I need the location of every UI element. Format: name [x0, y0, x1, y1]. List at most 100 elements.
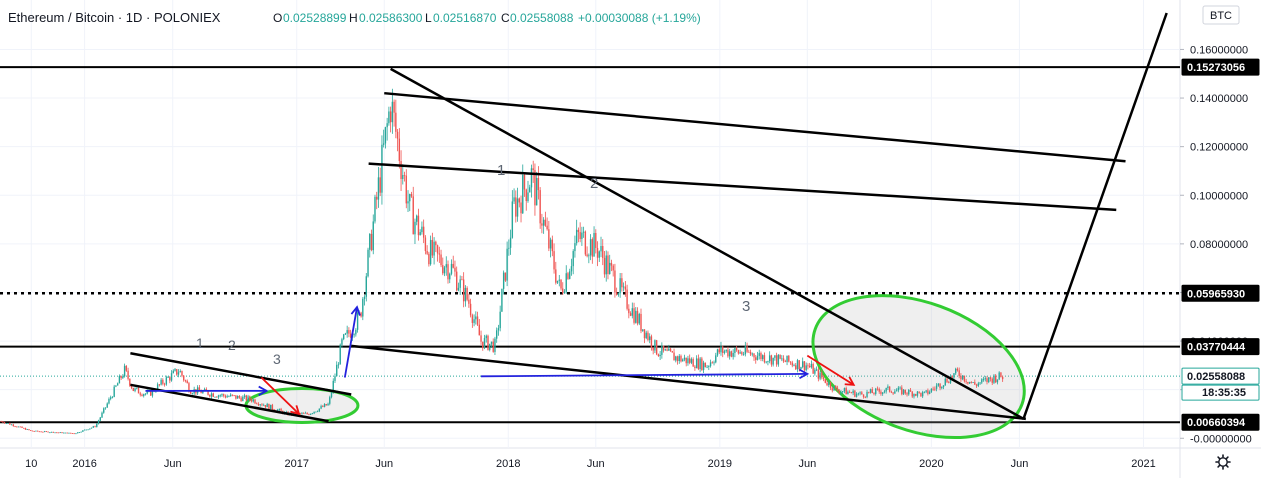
arrow-annotations: [145, 305, 856, 416]
candle-body: [661, 345, 663, 355]
candle-body: [579, 232, 581, 239]
candle-body: [706, 366, 708, 368]
candle-body: [422, 226, 425, 238]
candle-body: [475, 316, 477, 320]
y-tick-label: 0.14000000: [1190, 93, 1248, 105]
candle-body: [953, 373, 955, 378]
candle-body: [682, 359, 684, 362]
candle-body: [301, 413, 303, 414]
candle-body: [636, 310, 639, 324]
candle-body: [633, 308, 635, 323]
candle-body: [946, 378, 948, 383]
settings-gear-icon[interactable]: [1215, 454, 1231, 470]
candle-body: [259, 404, 261, 406]
candle-body: [372, 221, 374, 251]
candle-body: [210, 393, 213, 397]
candle-body: [988, 377, 990, 383]
candle-body: [332, 380, 334, 393]
candle-body: [396, 131, 399, 139]
candle-body: [24, 428, 27, 430]
candle-body: [189, 391, 192, 394]
candle-body: [529, 187, 531, 193]
candle-body: [202, 391, 204, 394]
candle-body: [688, 358, 691, 363]
candle-body: [123, 365, 126, 377]
candle-body: [111, 396, 114, 398]
candle-body: [73, 433, 75, 435]
candle-body: [414, 221, 416, 235]
candle-body: [916, 391, 919, 396]
candle-body: [461, 279, 463, 281]
candle-body: [327, 403, 329, 406]
blue-arrow-up-2017-head: [350, 305, 361, 316]
candle-body: [881, 392, 884, 394]
candle-body: [386, 123, 388, 128]
candle-body: [12, 424, 15, 427]
candle-body: [271, 404, 274, 410]
candle-body: [927, 390, 929, 394]
candle-body: [216, 396, 218, 398]
chart-header: Ethereum / Bitcoin · 1D · POLONIEX O 0.0…: [8, 10, 701, 25]
currency-badge[interactable]: BTC: [1202, 5, 1240, 25]
level-price-tag-label: 0.15273056: [1187, 62, 1245, 74]
candle-body: [450, 263, 453, 274]
candle-body: [772, 357, 774, 365]
candle-body: [878, 388, 880, 392]
candle-body: [249, 396, 251, 400]
candle-body: [137, 387, 140, 394]
candle-body: [669, 348, 672, 352]
candle-body: [744, 346, 747, 355]
candle-body: [734, 348, 736, 354]
candle-body: [409, 194, 411, 202]
candle-body: [455, 271, 458, 291]
candle-body: [511, 201, 514, 238]
candle-body: [353, 334, 355, 336]
ohlc-low-label: L: [425, 11, 432, 25]
candle-body: [57, 432, 60, 434]
candle-body: [76, 432, 79, 434]
candle-body: [485, 335, 487, 339]
candle-body: [741, 352, 743, 355]
trendline: [390, 67, 1025, 420]
candle-body: [831, 388, 833, 391]
candle-body: [730, 351, 733, 357]
candle-body: [101, 412, 103, 418]
candle-body: [605, 255, 607, 275]
candle-body: [122, 376, 124, 379]
candle-body: [494, 338, 496, 352]
candle-body: [915, 394, 917, 396]
candle-body: [431, 239, 434, 256]
candle-body: [558, 279, 560, 281]
x-tick-label: 2021: [1131, 458, 1155, 470]
candle-body: [993, 375, 995, 383]
candle-body: [544, 219, 547, 226]
candle-body: [320, 406, 322, 409]
candle-body: [70, 432, 72, 434]
wave-label-2016-2: 2: [228, 337, 236, 353]
candle-body: [821, 372, 823, 378]
candle-body: [751, 353, 753, 355]
symbol-title[interactable]: Ethereum / Bitcoin · 1D · POLONIEX: [8, 10, 221, 25]
candle-body: [391, 101, 394, 123]
candle-body: [607, 255, 609, 274]
candle-body: [419, 232, 421, 236]
candle-body: [822, 377, 825, 380]
candle-body: [918, 391, 920, 393]
candle-body: [711, 362, 713, 364]
time-axis[interactable]: 10 2016 Jun 2017 Jun 2018 Jun 2019 Jun 2020 Jun 202…: [25, 458, 1156, 470]
currency-badge-box: [1202, 5, 1240, 25]
candle-body: [567, 273, 569, 279]
candle-body: [782, 358, 785, 362]
x-tick-label: 2019: [708, 458, 732, 470]
candle-body: [989, 377, 992, 379]
ohlc-low-value: 0.02516870: [433, 11, 497, 25]
candle-body: [708, 366, 710, 367]
candle-body: [760, 353, 762, 360]
candle-body: [141, 394, 143, 396]
candle-body: [695, 358, 698, 369]
candle-body: [848, 391, 851, 393]
candle-body: [35, 430, 37, 432]
candle-body: [974, 382, 976, 385]
candle-body: [482, 341, 484, 349]
current-price-tag-label: 0.02558088: [1187, 371, 1245, 383]
